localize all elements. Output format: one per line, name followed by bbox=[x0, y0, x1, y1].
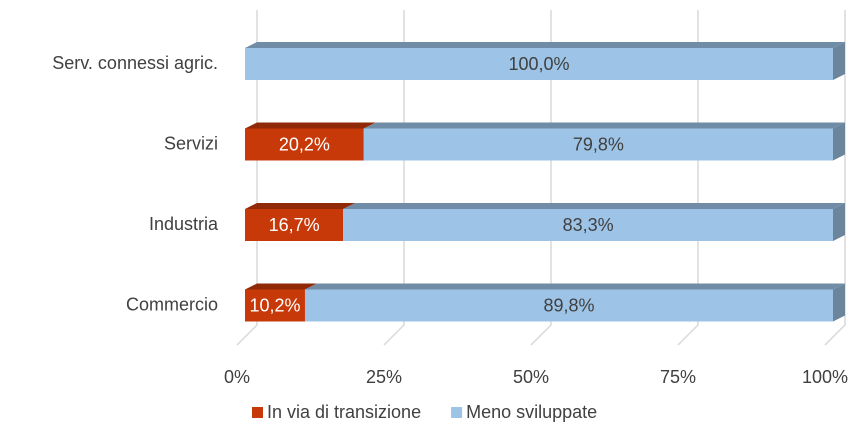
bar-top bbox=[245, 122, 376, 129]
bar-side bbox=[833, 122, 845, 161]
bar-front bbox=[245, 289, 305, 322]
x-tick-label: 75% bbox=[660, 367, 696, 387]
data-label: 100,0% bbox=[508, 54, 569, 74]
grid-line bbox=[824, 10, 846, 346]
bar bbox=[343, 203, 845, 241]
bar bbox=[363, 122, 845, 161]
bar-top bbox=[245, 42, 845, 48]
legend-label: Meno sviluppate bbox=[466, 402, 597, 422]
bar-side bbox=[833, 283, 845, 322]
category-label: Commercio bbox=[126, 294, 218, 314]
bar-front bbox=[245, 209, 344, 241]
bar-side bbox=[833, 203, 845, 241]
category-label: Servizi bbox=[164, 133, 218, 153]
bar-front bbox=[343, 209, 833, 241]
grid-line bbox=[677, 10, 699, 346]
data-label: 10,2% bbox=[249, 295, 300, 315]
legend-swatch bbox=[451, 407, 463, 418]
data-label: 20,2% bbox=[279, 134, 330, 154]
bar bbox=[245, 122, 376, 161]
x-tick-label: 25% bbox=[366, 367, 402, 387]
grid-line bbox=[530, 10, 552, 346]
bar bbox=[245, 42, 845, 80]
bar bbox=[304, 283, 845, 322]
bar-top bbox=[343, 203, 845, 209]
data-label: 79,8% bbox=[573, 134, 624, 154]
data-label: 16,7% bbox=[269, 215, 320, 235]
bar-top bbox=[304, 283, 845, 290]
bar-front bbox=[363, 128, 833, 161]
legend-swatch bbox=[252, 407, 263, 418]
legend-label: In via di transizione bbox=[267, 402, 421, 422]
bar-top bbox=[363, 122, 845, 129]
bar bbox=[245, 283, 317, 322]
x-tick-label: 100% bbox=[802, 367, 848, 387]
bar-side bbox=[833, 42, 845, 80]
bar-front bbox=[245, 128, 364, 161]
bar-top bbox=[245, 203, 356, 209]
bar bbox=[245, 203, 356, 241]
data-label: 83,3% bbox=[563, 215, 614, 235]
x-tick-label: 50% bbox=[513, 367, 549, 387]
bar-front bbox=[304, 289, 833, 322]
grid-line bbox=[383, 10, 405, 346]
bar-top bbox=[245, 283, 317, 290]
x-tick-label: 0% bbox=[224, 367, 250, 387]
data-label: 89,8% bbox=[543, 295, 594, 315]
grid-line bbox=[236, 10, 258, 346]
category-label: Industria bbox=[149, 214, 219, 234]
bar-front bbox=[245, 48, 833, 80]
category-label: Serv. connessi agric. bbox=[52, 53, 218, 73]
